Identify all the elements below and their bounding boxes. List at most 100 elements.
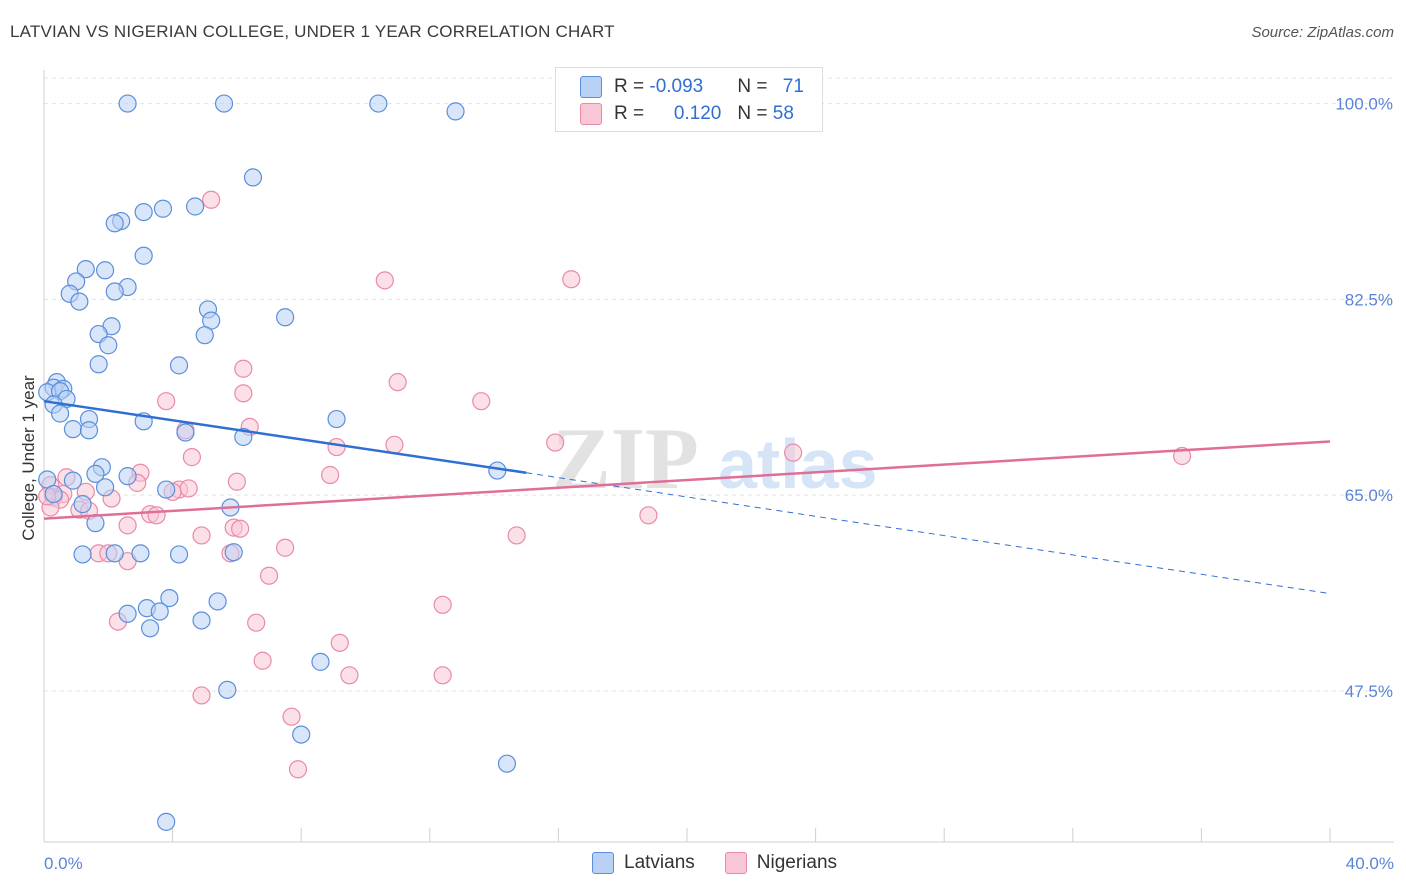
y-tick-label: 82.5%: [1345, 290, 1393, 309]
nigerians-point: [433, 666, 452, 685]
latvians-point: [76, 260, 95, 279]
latvians-point: [186, 197, 205, 216]
nigerians-point: [375, 271, 394, 290]
legend-r-value: 0.120: [673, 103, 722, 124]
source-label: Source: ZipAtlas.com: [1251, 24, 1394, 41]
nigerians-point: [259, 566, 279, 585]
latvians-point: [169, 356, 189, 375]
nigerians-point: [282, 707, 301, 726]
latvians-point: [73, 545, 92, 564]
chart-title: LATVIAN VS NIGERIAN COLLEGE, UNDER 1 YEA…: [10, 22, 615, 41]
nigerians-point: [327, 437, 346, 457]
nigerians-point: [192, 526, 211, 545]
latvians-point: [160, 588, 179, 608]
nigerians-point: [639, 506, 658, 525]
latvians-point: [195, 326, 214, 345]
y-tick-label: 65.0%: [1345, 486, 1393, 505]
axes: [43, 70, 1394, 843]
latvians-point: [214, 94, 234, 113]
nigerians-point: [231, 519, 250, 538]
nigerians-point: [253, 651, 272, 670]
latvians-points: [38, 94, 517, 831]
latvians-point: [105, 544, 124, 563]
latvians-point: [208, 592, 227, 611]
y-tick-labels: 47.5% 65.0% 82.5% 100.0%: [1335, 95, 1393, 701]
latvians-legend-label: Latvians: [624, 852, 695, 873]
x-tick-label: 40.0%: [1346, 854, 1394, 873]
nigerians-point: [385, 435, 404, 454]
nigerians-point: [433, 595, 452, 614]
latvians-point: [369, 94, 388, 113]
latvians-point: [50, 404, 70, 423]
y-tick-label: 47.5%: [1345, 682, 1393, 701]
latvians-point: [63, 420, 83, 439]
latvians-point: [105, 214, 124, 233]
nigerians-point: [247, 613, 266, 632]
legend-row-nigerians: R = 0.120 N = 58: [580, 101, 794, 127]
latvians-point: [134, 246, 153, 265]
latvians-point: [118, 604, 137, 623]
latvians-point: [131, 544, 150, 563]
nigerians-point: [179, 479, 198, 498]
y-axis-title: College, Under 1 year: [19, 375, 38, 541]
legend-item-nigerians[interactable]: Nigerians: [724, 852, 837, 874]
trend-lines: [43, 399, 1331, 595]
y-tick-label: 100.0%: [1335, 95, 1393, 114]
watermark-atlas: atlas: [718, 425, 878, 503]
legend-n-value: 71: [782, 76, 804, 97]
nigerians-point: [330, 633, 349, 652]
nigerians-point: [182, 448, 201, 467]
legend-item-latvians[interactable]: Latvians: [592, 852, 695, 874]
x-tick-label: 0.0%: [44, 854, 83, 873]
latvians-point: [224, 543, 243, 562]
latvians-point: [218, 680, 237, 699]
nigerians-point: [546, 433, 565, 452]
nigerians-point: [321, 465, 340, 485]
latvians-point: [243, 168, 263, 187]
latvians-point: [79, 421, 99, 440]
latvians-point: [70, 292, 89, 311]
nigerians-point: [234, 384, 253, 403]
latvians-point: [150, 602, 169, 621]
legend-row-latvians: R = -0.093 N = 71: [580, 74, 804, 100]
grid-lines: [44, 77, 1394, 692]
legend-n-label: N =: [737, 76, 773, 97]
latvians-point: [86, 464, 105, 484]
legend-n-label: N =: [737, 103, 773, 124]
latvians-swatch: [580, 76, 602, 98]
series-legend: Latvians Nigerians: [592, 852, 867, 874]
latvians-trend-extension: [526, 472, 1331, 595]
nigerians-point: [118, 516, 137, 535]
latvians-point: [446, 102, 465, 121]
nigerians-point: [227, 472, 246, 491]
latvians-point: [169, 545, 189, 564]
nigerians-point: [276, 538, 295, 557]
nigerians-point: [234, 359, 253, 378]
latvians-point: [276, 308, 295, 327]
latvians-point: [89, 355, 108, 374]
latvians-point: [234, 427, 253, 447]
latvians-point: [105, 282, 124, 301]
nigerians-point: [202, 190, 221, 209]
latvians-point: [157, 812, 176, 831]
latvians-point: [95, 478, 115, 497]
nigerians-point: [562, 270, 581, 289]
latvians-point: [292, 725, 311, 744]
latvians-point: [176, 423, 195, 442]
legend-n-value: 58: [772, 103, 794, 124]
latvians-point: [311, 652, 330, 671]
latvians-point: [327, 409, 346, 429]
legend-r-label: R =: [614, 103, 650, 124]
x-tick-labels: 0.0% 40.0%: [44, 854, 1394, 873]
latvians-point: [73, 495, 92, 514]
latvians-point: [192, 611, 211, 630]
latvians-point: [118, 467, 137, 486]
nigerians-point: [147, 506, 166, 525]
latvians-point: [63, 471, 83, 490]
nigerians-trend-line: [43, 440, 1331, 520]
latvians-point: [497, 754, 517, 773]
nigerians-point: [288, 760, 308, 779]
latvians-legend-swatch: [592, 852, 614, 874]
latvians-point: [118, 94, 137, 113]
